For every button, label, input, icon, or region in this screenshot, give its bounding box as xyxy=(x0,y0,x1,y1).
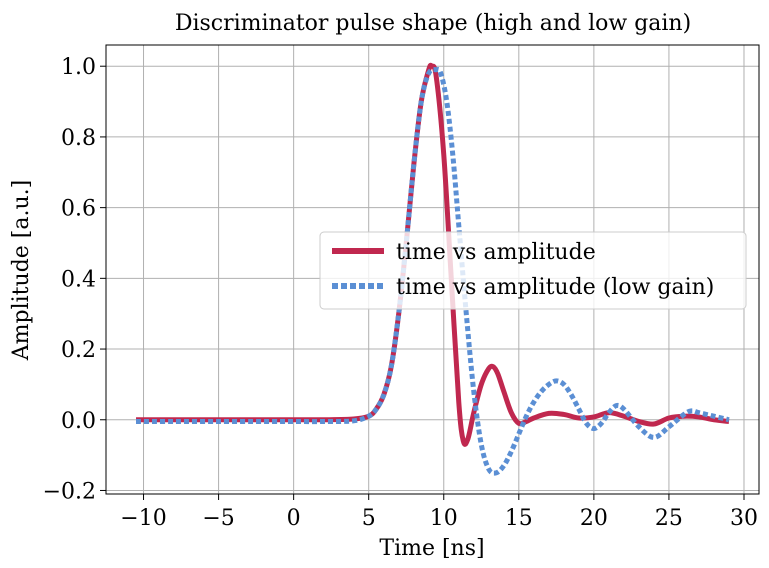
y-ticks: −0.2 0.0 0.2 0.4 0.6 0.8 1.0 xyxy=(43,55,106,504)
x-tick-label: 10 xyxy=(430,506,458,531)
x-tick-label: 0 xyxy=(287,506,301,531)
chart-title: Discriminator pulse shape (high and low … xyxy=(175,11,691,36)
x-tick-label: 5 xyxy=(362,506,376,531)
x-tick-label: 15 xyxy=(505,506,533,531)
y-tick-label: −0.2 xyxy=(43,479,96,504)
y-tick-label: 0.6 xyxy=(61,197,96,222)
y-tick-label: 0.8 xyxy=(61,126,96,151)
legend-box xyxy=(319,231,747,310)
y-tick-label: 1.0 xyxy=(61,55,96,80)
legend-label-high-gain: time vs amplitude xyxy=(396,240,596,265)
x-axis-label: Time [ns] xyxy=(379,536,484,561)
legend: time vs amplitude time vs amplitude (low… xyxy=(319,231,747,310)
y-tick-label: 0.4 xyxy=(61,267,96,292)
x-tick-label: 30 xyxy=(730,506,758,531)
x-ticks: −10 −5 0 5 10 15 20 25 30 xyxy=(120,494,758,531)
x-tick-label: −5 xyxy=(202,506,234,531)
x-tick-label: 20 xyxy=(580,506,608,531)
plot-frame xyxy=(105,44,760,495)
x-tick-label: −10 xyxy=(120,506,166,531)
series-line-low-gain xyxy=(136,66,730,476)
x-tick-label: 25 xyxy=(655,506,683,531)
y-axis-label: Amplitude [a.u.] xyxy=(9,180,34,361)
plot-lines xyxy=(136,62,730,476)
y-tick-label: 0.0 xyxy=(61,409,96,434)
y-tick-label: 0.2 xyxy=(61,338,96,363)
legend-label-low-gain: time vs amplitude (low gain) xyxy=(396,275,714,300)
